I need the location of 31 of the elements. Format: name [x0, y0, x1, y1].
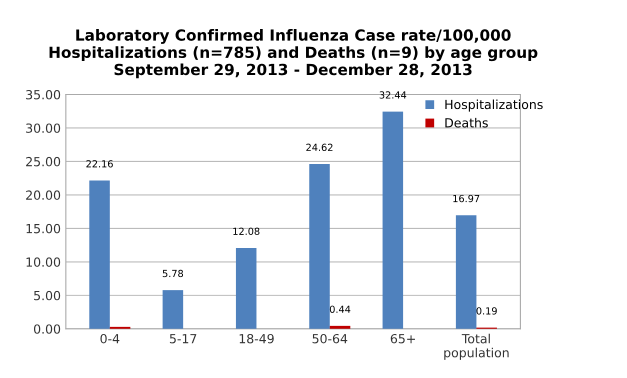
x-tick-label: 50-64 — [312, 334, 348, 344]
x-tick-label: 18-49 — [240, 334, 274, 344]
y-tick-label: 5.00 — [34, 290, 60, 300]
x-tick-label: 0-4 — [100, 334, 120, 344]
x-tick-label: Total population — [444, 334, 509, 360]
y-tick-label: 35.00 — [26, 90, 60, 100]
x-tick-label: 65+ — [390, 334, 415, 344]
data-label: 22.16 — [86, 160, 113, 168]
bar — [162, 290, 184, 329]
bar — [236, 248, 256, 329]
x-tick-label: 5-17 — [170, 334, 196, 344]
y-tick-label: 20.00 — [26, 190, 60, 200]
y-tick-label: 25.00 — [26, 156, 60, 166]
bar — [456, 215, 476, 329]
legend-label: Deaths — [445, 118, 488, 128]
y-tick-label: 10.00 — [26, 257, 60, 267]
bar — [89, 180, 110, 329]
y-tick-label: 15.00 — [26, 224, 60, 234]
legend-label: Hospitalizations — [445, 100, 543, 112]
chart-title: Laboratory Confirmed Influenza Case rate/100,000 Hospitalizations (n=785) and Deaths (n=9) by age group September 29, 2013 - December 28, 2013 — [50, 28, 538, 78]
data-label: 5.78 — [162, 270, 184, 278]
y-tick-label: 0.00 — [34, 324, 60, 334]
data-label: 24.62 — [306, 144, 332, 152]
bar — [382, 112, 404, 329]
y-tick-label: 30.00 — [26, 123, 60, 133]
data-label: 12.08 — [233, 228, 260, 235]
data-label: 16.97 — [453, 194, 480, 202]
bar — [309, 164, 330, 329]
data-label: 0.19 — [476, 307, 497, 315]
data-label: 32.44 — [380, 91, 406, 99]
data-label: 0.44 — [330, 306, 350, 313]
